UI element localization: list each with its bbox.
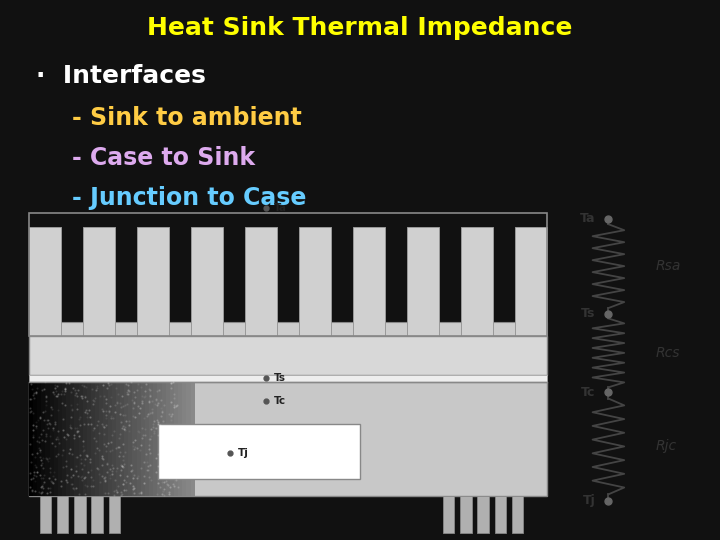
Bar: [153, 382, 158, 496]
Text: ·  Interfaces: · Interfaces: [36, 64, 206, 88]
Bar: [112, 382, 117, 496]
Bar: [495, 496, 506, 533]
Bar: [33, 382, 38, 496]
Text: Rsa: Rsa: [655, 259, 680, 273]
Bar: [41, 382, 46, 496]
Bar: [74, 496, 86, 533]
Bar: [91, 496, 103, 533]
Bar: [245, 227, 277, 336]
Bar: [515, 227, 547, 336]
Bar: [461, 227, 493, 336]
Bar: [58, 382, 63, 496]
Bar: [178, 382, 183, 496]
Bar: [99, 382, 104, 496]
Bar: [71, 382, 75, 496]
Text: Ts: Ts: [274, 373, 286, 383]
Text: Rcs: Rcs: [655, 346, 680, 360]
Bar: [137, 382, 142, 496]
Bar: [191, 227, 223, 336]
Bar: [120, 382, 125, 496]
Bar: [107, 382, 112, 496]
Bar: [137, 227, 169, 336]
Bar: [407, 227, 439, 336]
Bar: [50, 382, 55, 496]
Bar: [477, 496, 489, 533]
Text: - Sink to ambient: - Sink to ambient: [72, 106, 302, 130]
Bar: [353, 227, 385, 336]
Text: Tj: Tj: [582, 495, 595, 508]
Bar: [45, 382, 50, 496]
Bar: [40, 496, 51, 533]
Text: Tc: Tc: [274, 395, 286, 406]
Bar: [132, 382, 138, 496]
Bar: [29, 336, 547, 375]
Bar: [158, 424, 360, 479]
Bar: [83, 227, 115, 336]
Bar: [128, 382, 133, 496]
Bar: [186, 382, 192, 496]
Text: Ta: Ta: [580, 212, 595, 225]
Text: Ts: Ts: [581, 307, 595, 320]
Bar: [54, 382, 58, 496]
Bar: [78, 382, 84, 496]
Text: Tc: Tc: [581, 386, 595, 399]
Bar: [74, 382, 79, 496]
Text: Rjc: Rjc: [655, 440, 676, 454]
Bar: [109, 496, 120, 533]
Bar: [191, 382, 195, 496]
Bar: [37, 382, 42, 496]
Text: Tj: Tj: [238, 448, 248, 458]
Bar: [91, 382, 96, 496]
Text: Ta: Ta: [274, 203, 287, 213]
Bar: [95, 382, 100, 496]
Bar: [145, 382, 150, 496]
Bar: [299, 227, 331, 336]
Bar: [57, 496, 68, 533]
Text: Heat Sink Thermal Impedance: Heat Sink Thermal Impedance: [148, 16, 572, 40]
Text: - Case to Sink: - Case to Sink: [72, 146, 255, 170]
Bar: [29, 382, 34, 496]
Bar: [149, 382, 154, 496]
Bar: [87, 382, 91, 496]
Bar: [29, 213, 547, 336]
Bar: [83, 382, 88, 496]
Bar: [29, 382, 547, 496]
Text: - Junction to Case: - Junction to Case: [72, 186, 307, 210]
Bar: [460, 496, 472, 533]
Bar: [66, 382, 71, 496]
Bar: [443, 496, 454, 533]
Bar: [174, 382, 179, 496]
Bar: [166, 382, 171, 496]
Bar: [29, 227, 61, 336]
Bar: [62, 382, 67, 496]
Bar: [170, 382, 175, 496]
Bar: [29, 375, 547, 382]
Bar: [124, 382, 129, 496]
Bar: [116, 382, 121, 496]
Bar: [182, 382, 187, 496]
Bar: [141, 382, 145, 496]
Bar: [29, 322, 547, 336]
Bar: [104, 382, 108, 496]
Bar: [158, 382, 162, 496]
Bar: [512, 496, 523, 533]
Bar: [161, 382, 166, 496]
